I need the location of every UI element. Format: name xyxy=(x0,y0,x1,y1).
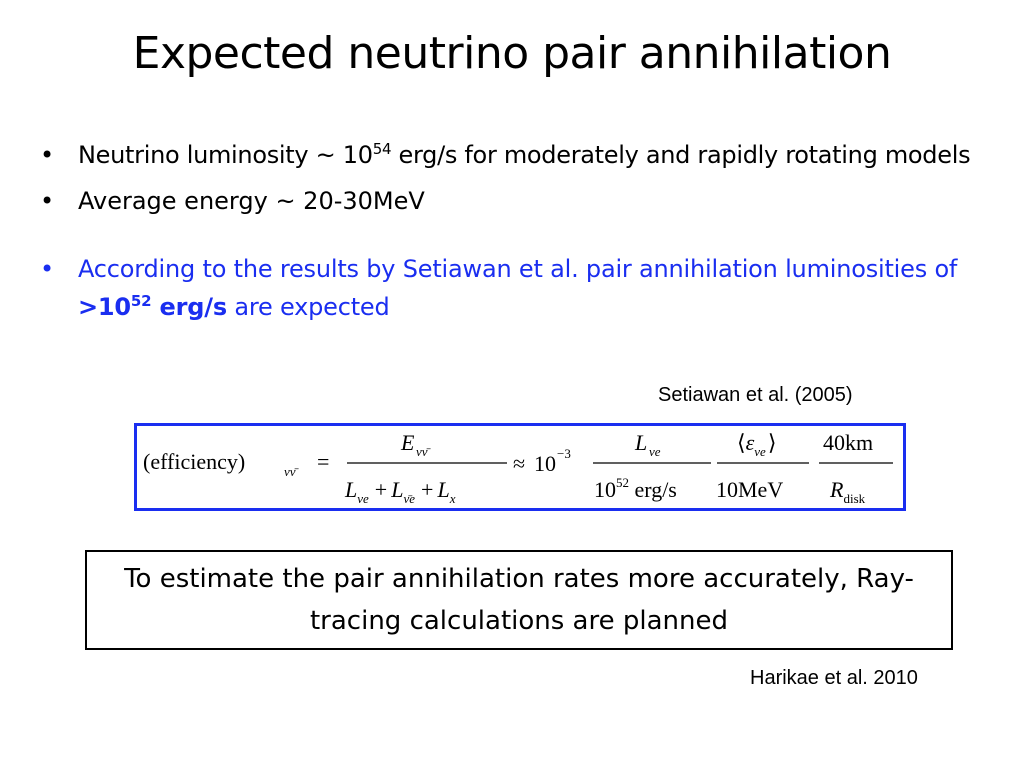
citation-setiawan: Setiawan et al. (2005) xyxy=(658,384,853,406)
bullet-text: Average energy ~ 20-30MeV xyxy=(78,187,425,215)
eq-f2-num: L xyxy=(634,430,647,455)
slide-title: Expected neutrino pair annihilation xyxy=(132,28,892,79)
eq-lhs: (efficiency) xyxy=(143,449,245,474)
bullet-text: According to the results by Setiawan et … xyxy=(78,255,958,283)
exponent: 52 xyxy=(130,292,152,310)
citation-harikae: Harikae et al. 2010 xyxy=(750,667,918,689)
eq-f3-den: 10MeV xyxy=(716,477,783,502)
equation-box: (efficiency) νν̄ = E νν̄ Lνe + Lν̄e + Lx ≈ 1… xyxy=(134,423,906,511)
eq-f3-num: ⟨ενe⟩ xyxy=(737,430,776,459)
bullet-marker: • xyxy=(40,255,54,283)
eq-f2-den: 1052 erg/s xyxy=(594,475,677,502)
emphasis-value: >1052 erg/s xyxy=(78,293,227,321)
bullet-marker: • xyxy=(40,141,54,169)
bullet-neutrino-luminosity: • Neutrino luminosity ~ 1054 erg/s for m… xyxy=(40,136,1000,174)
emphasis-unit: erg/s xyxy=(151,293,228,321)
eq-equals: = xyxy=(317,449,329,474)
planned-work-note: To estimate the pair annihilation rates … xyxy=(85,550,953,650)
eq-f2-num-sub: νe xyxy=(649,444,661,459)
bullet-text-cont: are expected xyxy=(226,293,390,321)
eq-approx: ≈ xyxy=(513,451,525,476)
eq-base: 10 xyxy=(534,451,556,476)
bullet-list: • Neutrino luminosity ~ 1054 erg/s for m… xyxy=(40,136,1000,326)
bullet-marker: • xyxy=(40,187,55,215)
eq-f1-num: E xyxy=(400,430,415,455)
exponent: 54 xyxy=(372,140,392,158)
eq-f1-num-sub: νν̄ xyxy=(416,444,432,459)
bullet-average-energy: • Average energy ~ 20-30MeV xyxy=(40,182,1000,220)
efficiency-equation: (efficiency) νν̄ = E νν̄ Lνe + Lν̄e + Lx ≈ 1… xyxy=(143,430,893,506)
bullet-text-cont: erg/s for moderately and rapidly rotatin… xyxy=(391,141,971,169)
eq-f4-num: 40km xyxy=(823,430,873,455)
emphasis-base: >10 xyxy=(78,293,131,321)
eq-f1-den: Lνe + Lν̄e + Lx xyxy=(344,477,456,506)
bullet-text: Neutrino luminosity ~ 10 xyxy=(78,141,373,169)
bullet-setiawan-results: • According to the results by Setiawan e… xyxy=(40,250,1000,326)
eq-exp: −3 xyxy=(557,446,571,461)
eq-lhs-sub: νν̄ xyxy=(284,464,300,479)
eq-f4-den: Rdisk xyxy=(829,477,866,506)
